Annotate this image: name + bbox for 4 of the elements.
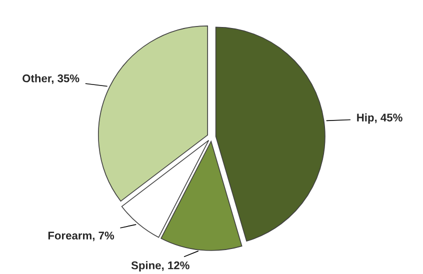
slice-label: Hip, 45% xyxy=(357,113,402,124)
slice-label: Other, 35% xyxy=(22,74,80,84)
slice-label: Spine, 12% xyxy=(131,261,190,272)
slice-label: Forearm, 7% xyxy=(48,232,114,242)
